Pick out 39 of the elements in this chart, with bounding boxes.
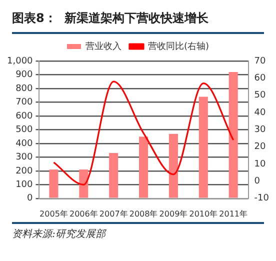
text: 资料来源:研究发展部 xyxy=(12,222,264,241)
y-tick-label: 400 xyxy=(16,138,34,149)
bar xyxy=(109,153,118,198)
x-tick-label: 2006年 xyxy=(69,209,98,218)
y2-tick-label: 50 xyxy=(254,90,266,101)
bar xyxy=(198,96,208,198)
bar xyxy=(228,72,238,198)
y-tick-label: 100 xyxy=(16,180,34,190)
y2-tick-label: 60 xyxy=(254,74,266,84)
bar xyxy=(168,134,178,198)
x-tick-label: 2007年 xyxy=(99,209,128,218)
x-tick-label: 2011年 xyxy=(219,209,248,218)
x-tick-label: 2010年 xyxy=(189,209,218,218)
y2-tick-label: 40 xyxy=(254,108,266,118)
y-tick-label: 300 xyxy=(16,152,34,163)
y2-tick-label: 0 xyxy=(254,176,260,187)
x-tick-label: 2005年 xyxy=(40,209,68,218)
legend-label: 营收同比(右轴) xyxy=(148,40,210,52)
y2-tick-label: -10 xyxy=(254,194,270,204)
legend-label: 营业收入 xyxy=(85,40,122,52)
y-tick-label: 900 xyxy=(16,70,34,80)
x-tick-label: 2009年 xyxy=(159,209,188,218)
y-tick-label: 800 xyxy=(16,84,34,94)
bar xyxy=(79,170,88,198)
y-tick-label: 500 xyxy=(16,125,34,136)
y-tick-label: 0 xyxy=(27,194,34,204)
y-tick-label: 200 xyxy=(16,166,34,176)
y-tick-label: 600 xyxy=(16,111,34,122)
chart-title: 图表8： 新渠道架构下营收快速增长 xyxy=(12,10,264,34)
line-series xyxy=(52,80,234,186)
bar xyxy=(139,136,148,198)
y2-tick-label: 70 xyxy=(254,56,266,66)
y-tick-label: 700 xyxy=(16,98,34,108)
y2-tick-label: 10 xyxy=(254,159,266,170)
bar xyxy=(49,170,58,198)
y-tick-label: 1,000 xyxy=(7,56,34,66)
y2-tick-label: 30 xyxy=(254,125,266,136)
x-tick-label: 2008年 xyxy=(129,209,158,218)
y2-tick-label: 20 xyxy=(254,142,266,152)
